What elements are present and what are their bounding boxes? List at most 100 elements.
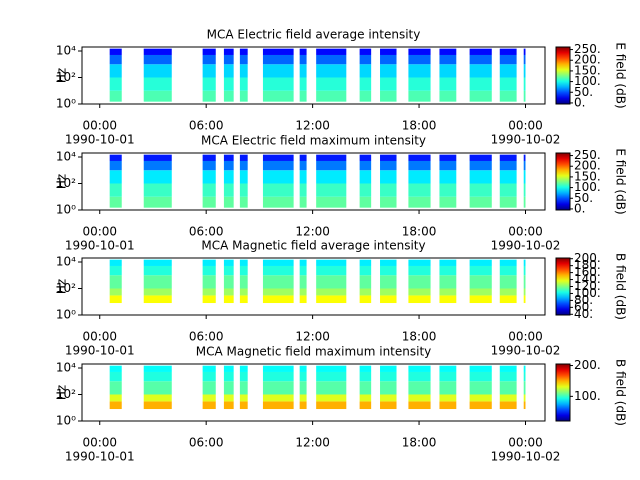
spectrogram-cell — [316, 196, 347, 208]
spectrogram-cell — [439, 401, 457, 410]
spectrogram-cell — [299, 265, 307, 276]
spectrogram-cell — [380, 295, 397, 304]
spectrogram-cell — [143, 394, 172, 402]
spectrogram-cell — [523, 259, 526, 266]
y-tick-label: 10⁴ — [56, 43, 76, 57]
spectrogram-cell — [239, 259, 248, 266]
x-tick-label: 06:00 — [189, 225, 224, 239]
spectrogram-cell — [380, 77, 397, 91]
spectrogram-cell — [109, 170, 122, 184]
spectrogram-cell — [299, 90, 307, 102]
spectrogram-cell — [359, 265, 372, 276]
spectrogram-cell — [109, 77, 122, 91]
spectrogram-cell — [109, 54, 122, 65]
spectrogram-cell — [262, 265, 294, 276]
spectrogram-cell — [316, 295, 347, 304]
spectrogram-cell — [359, 401, 372, 410]
spectrogram-cell — [469, 64, 492, 78]
spectrogram-cell — [380, 265, 397, 276]
spectrogram-cell — [469, 77, 492, 91]
spectrogram-cell — [439, 259, 457, 266]
spectrogram-cell — [223, 54, 234, 65]
spectrogram-cell — [239, 371, 248, 382]
spectrogram-cell — [523, 90, 526, 102]
spectrogram-cell — [380, 64, 397, 78]
spectrogram-cell — [202, 77, 216, 91]
y-tick-label: 10² — [56, 387, 76, 401]
spectrogram-cell — [469, 259, 492, 266]
spectrogram-cell — [380, 394, 397, 402]
x-tick-date: 1990-10-01 — [65, 239, 135, 253]
spectrogram-cell — [239, 154, 248, 161]
spectrogram-cell — [143, 160, 172, 171]
spectrogram-cell — [262, 154, 294, 161]
x-tick-date: 1990-10-01 — [65, 450, 135, 464]
x-tick-label: 00:00 — [82, 330, 117, 344]
colorbar-tick-label: 180. — [574, 258, 601, 272]
y-axis-label: Hz — [55, 174, 69, 189]
colorbar-tick-label: 200. — [574, 251, 601, 265]
colorbar-tick-label: 160. — [574, 265, 601, 279]
spectrogram-cell — [202, 295, 216, 304]
spectrogram-cell — [262, 275, 294, 289]
x-tick-label: 12:00 — [295, 119, 330, 133]
spectrogram-cell — [223, 381, 234, 395]
spectrogram-cell — [469, 170, 492, 184]
spectrogram-cell — [523, 48, 526, 55]
spectrogram-cell — [223, 64, 234, 78]
spectrogram-cell — [523, 381, 526, 395]
x-tick-label: 00:00 — [508, 119, 543, 133]
spectrogram-cell — [143, 170, 172, 184]
spectrogram-cell — [408, 401, 431, 410]
spectrogram-cell — [109, 401, 122, 410]
panel-title: MCA Electric field average intensity — [207, 28, 421, 42]
colorbar-tick-label: 50. — [574, 85, 593, 99]
spectrogram-cell — [262, 401, 294, 410]
spectrogram-cell — [523, 371, 526, 382]
y-tick-label: 10² — [56, 70, 76, 84]
spectrogram-cell — [239, 48, 248, 55]
spectrogram-cell — [143, 288, 172, 296]
spectrogram-cell — [202, 48, 216, 55]
spectrogram-cell — [299, 160, 307, 171]
spectrogram-cell — [316, 183, 347, 197]
spectrogram-cell — [202, 64, 216, 78]
spectrogram-cell — [499, 77, 517, 91]
colorbar-label: E field (dB) — [614, 42, 628, 108]
spectrogram-cell — [380, 381, 397, 395]
spectrogram-cell — [499, 54, 517, 65]
spectrogram-cell — [239, 54, 248, 65]
spectrogram-cell — [408, 275, 431, 289]
spectrogram-cell — [469, 48, 492, 55]
y-axis-label: Hz — [55, 279, 69, 294]
spectrogram-cell — [316, 259, 347, 266]
spectrogram-cell — [299, 381, 307, 395]
spectrogram-cell — [223, 77, 234, 91]
x-tick-label: 18:00 — [402, 436, 437, 450]
y-axis-label: Hz — [55, 385, 69, 400]
spectrogram-cell — [408, 265, 431, 276]
spectrogram-cell — [408, 64, 431, 78]
spectrogram-cell — [202, 371, 216, 382]
colorbar-tick-label: 150. — [574, 63, 601, 77]
x-tick-label: 00:00 — [508, 330, 543, 344]
spectrogram-cell — [316, 265, 347, 276]
spectrogram-cell — [202, 54, 216, 65]
spectrogram-cell — [359, 288, 372, 296]
spectrogram-cell — [408, 77, 431, 91]
colorbar-tick-label: 250. — [574, 148, 601, 162]
spectrogram-cell — [316, 365, 347, 372]
colorbar-tick-label: 250. — [574, 42, 601, 56]
spectrogram-cell — [299, 371, 307, 382]
spectrogram-cell — [380, 196, 397, 208]
spectrogram-cell — [239, 170, 248, 184]
spectrogram-cell — [143, 401, 172, 410]
spectrogram-cell — [262, 64, 294, 78]
x-tick-date: 1990-10-02 — [491, 450, 561, 464]
x-tick-label: 00:00 — [508, 225, 543, 239]
spectrogram-cell — [469, 154, 492, 161]
spectrogram-cell — [109, 371, 122, 382]
spectrogram-cell — [469, 196, 492, 208]
colorbar-tick-label: 100. — [574, 389, 601, 403]
